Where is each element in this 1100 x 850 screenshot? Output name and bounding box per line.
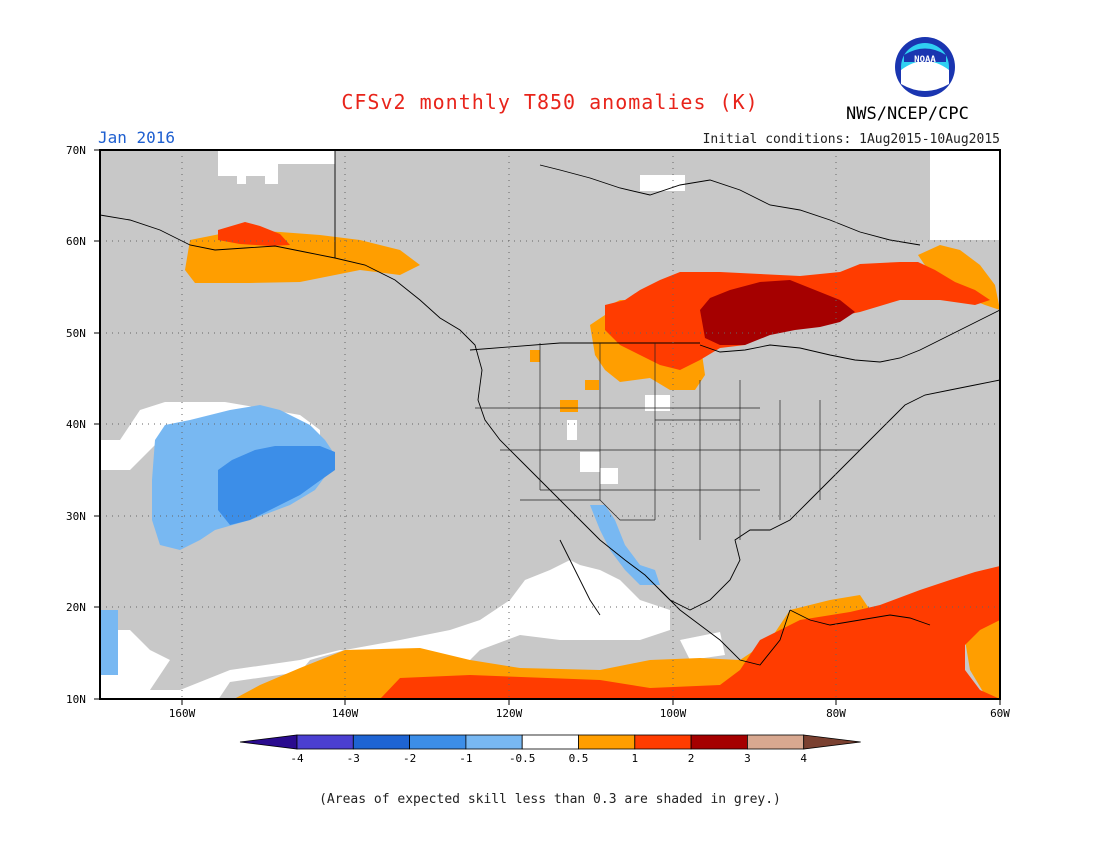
colorbar-tick-label: 0.5 xyxy=(569,752,589,765)
lat-label: 40N xyxy=(66,418,86,431)
lon-label: 80W xyxy=(826,707,846,720)
warm-anomaly-red xyxy=(218,222,1000,699)
colorbar-tick-label: -4 xyxy=(290,752,304,765)
chart-title: CFSv2 monthly T850 anomalies (K) xyxy=(341,90,759,114)
lon-label: 120W xyxy=(496,707,523,720)
graticule xyxy=(100,150,1000,699)
cool-anomaly-mid xyxy=(218,446,335,525)
grey-background xyxy=(100,150,1000,699)
lat-label: 30N xyxy=(66,510,86,523)
colorbar-swatch xyxy=(690,734,748,750)
lat-labels: 70N 60N 50N 40N 30N 20N 10N xyxy=(66,144,86,706)
coastlines xyxy=(99,150,1001,666)
cool-anomaly-light xyxy=(100,405,660,675)
warm-anomaly-darkred xyxy=(700,280,855,345)
valid-month-label: Jan 2016 xyxy=(98,128,176,147)
colorbar-swatch xyxy=(747,734,805,750)
colorbar-tick-label: -0.5 xyxy=(509,752,536,765)
colorbar-swatch xyxy=(296,734,354,750)
lat-label: 50N xyxy=(66,327,86,340)
skill-footnote: (Areas of expected skill less than 0.3 a… xyxy=(319,792,781,807)
state-borders xyxy=(475,343,860,540)
colorbar-tick-label: -1 xyxy=(459,752,472,765)
colorbar-arrow-right xyxy=(803,734,861,750)
colorbar-labels: -4 -3 -2 -1 -0.5 0.5 1 2 3 4 xyxy=(290,752,807,765)
lon-label: 160W xyxy=(169,707,196,720)
colorbar xyxy=(239,734,861,750)
lat-label: 10N xyxy=(66,693,86,706)
colorbar-swatch xyxy=(352,734,410,750)
lat-label: 70N xyxy=(66,144,86,157)
colorbar-swatch xyxy=(409,734,467,750)
lat-label: 20N xyxy=(66,601,86,614)
noaa-logo-icon: NOAA xyxy=(895,37,955,97)
lon-label: 140W xyxy=(332,707,359,720)
initial-conditions-label: Initial conditions: 1Aug2015-10Aug2015 xyxy=(702,132,1000,147)
colorbar-swatch xyxy=(634,734,692,750)
axis-ticks xyxy=(94,149,1001,705)
lon-label: 100W xyxy=(660,707,687,720)
colorbar-tick-label: 2 xyxy=(688,752,695,765)
agency-label: NWS/NCEP/CPC xyxy=(846,104,969,124)
lon-labels: 160W 140W 120W 100W 80W 60W xyxy=(169,707,1011,720)
map-panel xyxy=(99,149,1001,700)
colorbar-tick-label: -3 xyxy=(347,752,360,765)
near-normal-regions xyxy=(100,150,1000,700)
warm-anomaly-orange xyxy=(185,230,1000,699)
lat-label: 60N xyxy=(66,235,86,248)
logo-text: NOAA xyxy=(914,55,936,65)
colorbar-tick-label: 4 xyxy=(800,752,807,765)
colorbar-swatch xyxy=(521,734,579,750)
colorbar-tick-label: 1 xyxy=(631,752,638,765)
map-frame xyxy=(99,149,1001,700)
lon-label: 60W xyxy=(990,707,1010,720)
colorbar-tick-label: 3 xyxy=(744,752,751,765)
colorbar-swatch xyxy=(465,734,523,750)
colorbar-tick-label: -2 xyxy=(403,752,416,765)
colorbar-arrow-left xyxy=(239,734,298,750)
colorbar-swatch xyxy=(578,734,636,750)
